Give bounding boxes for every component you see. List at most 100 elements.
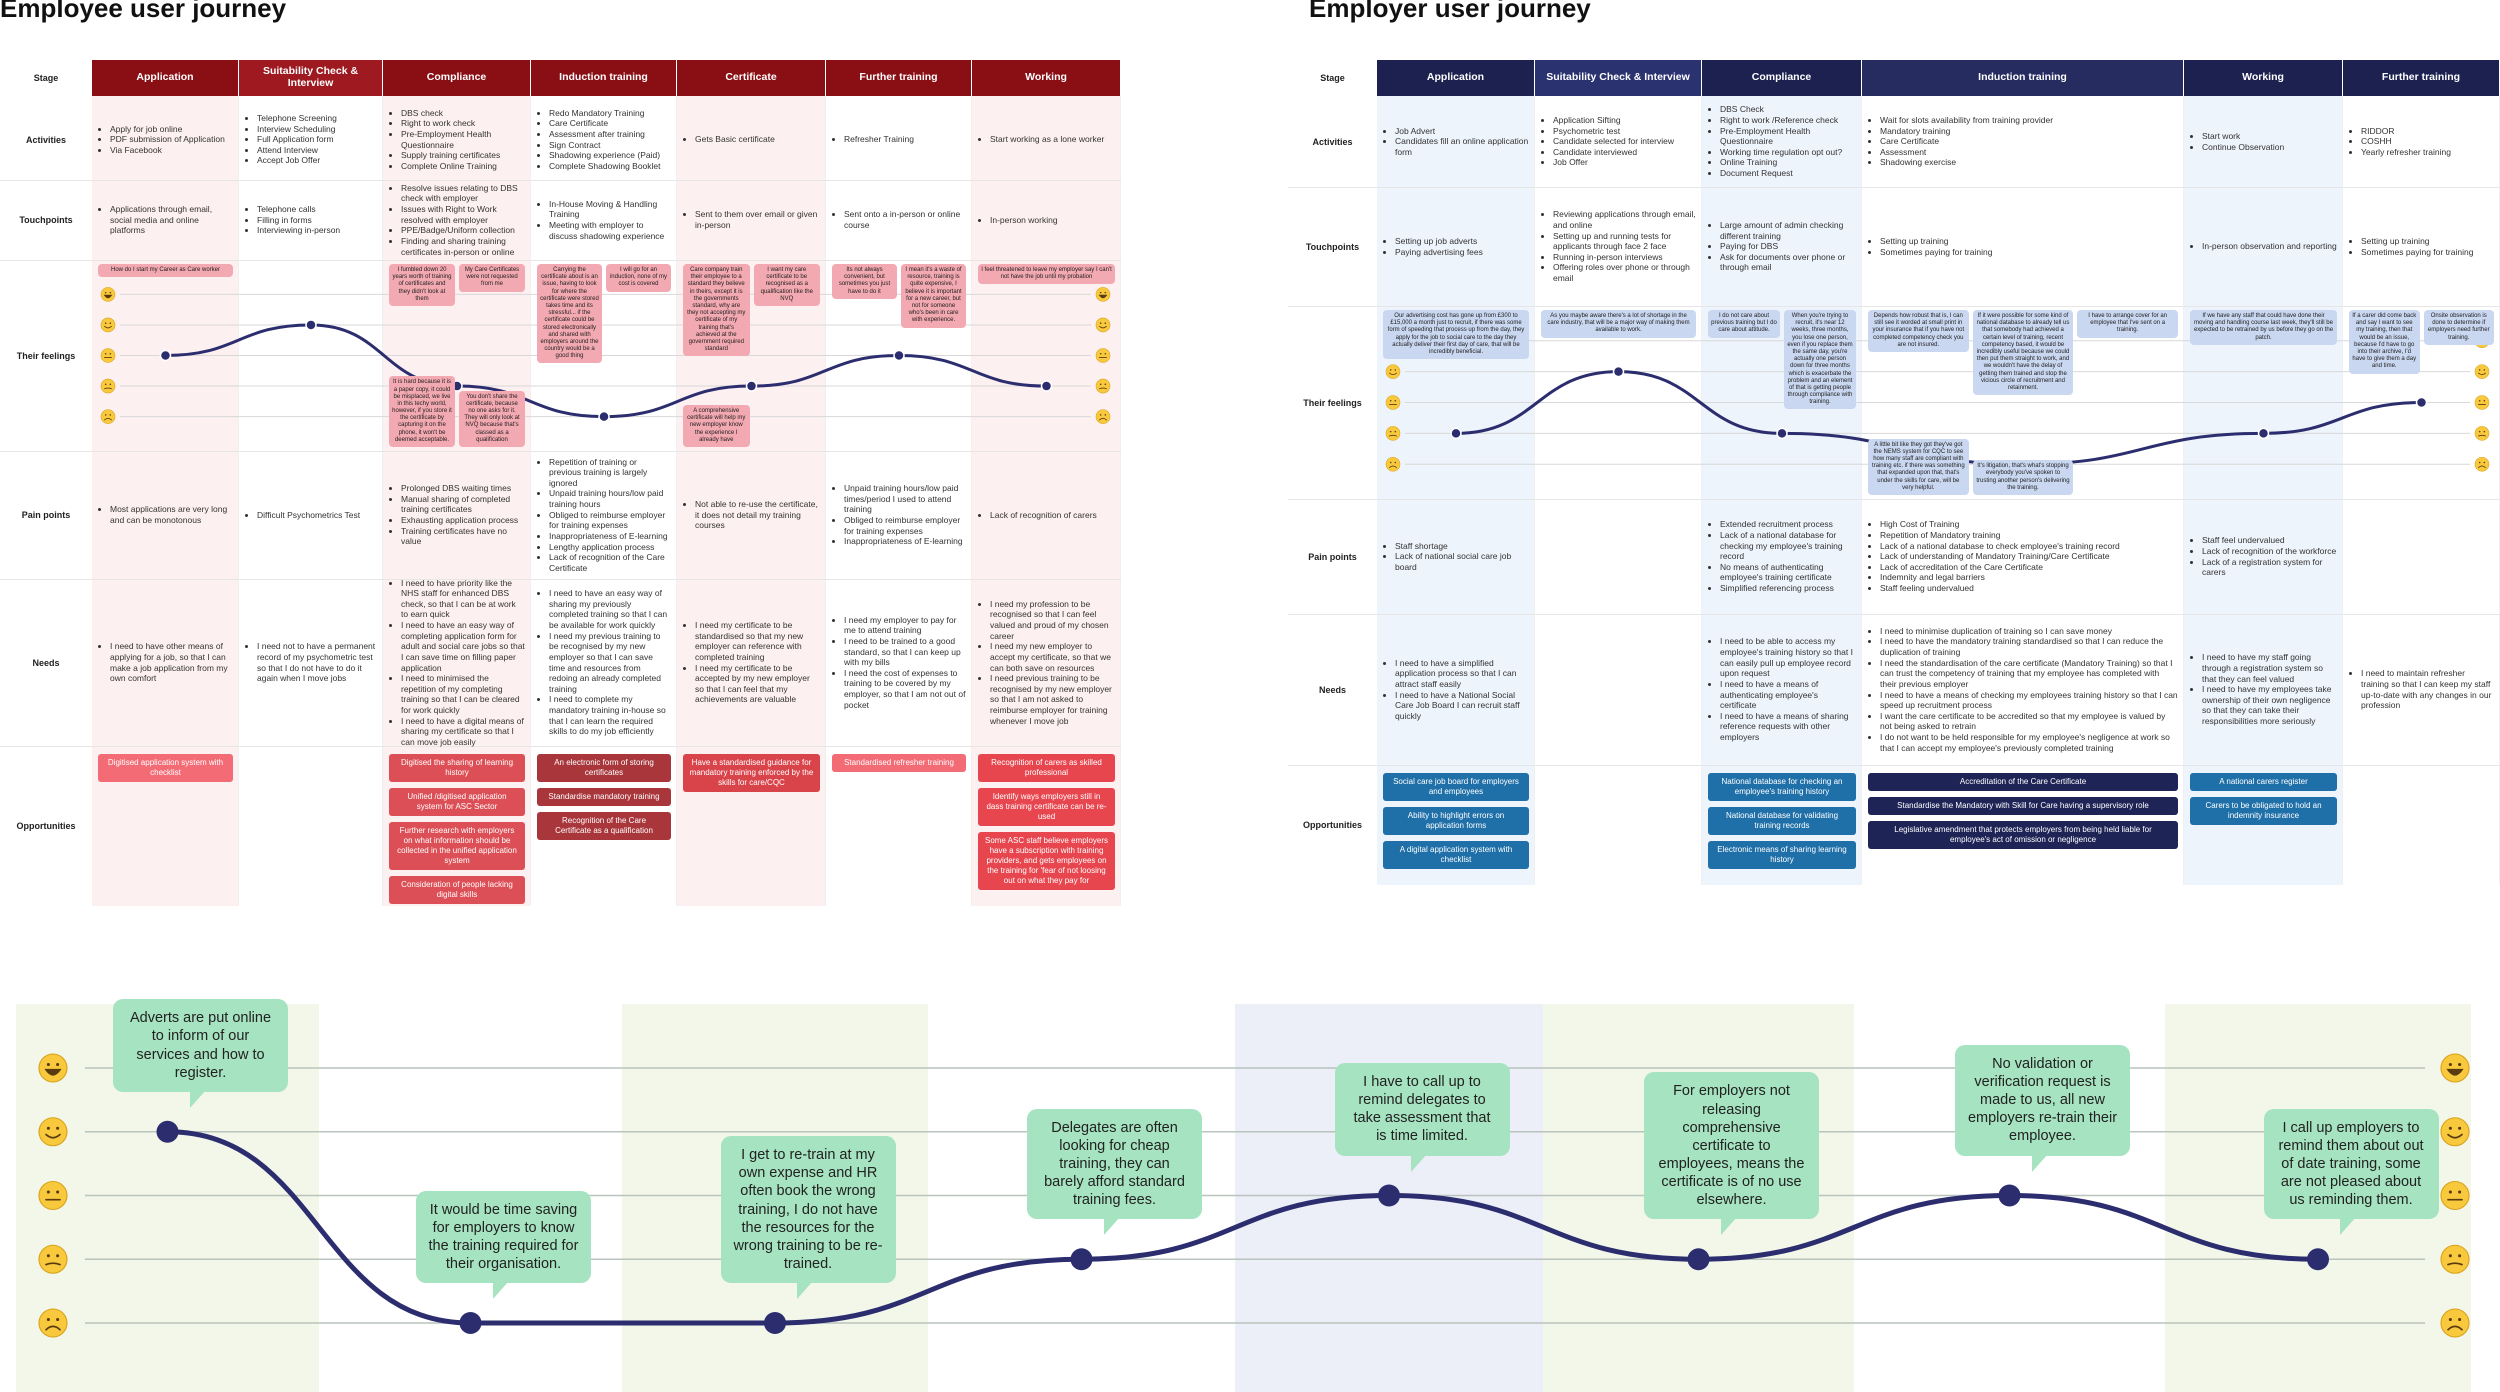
bullet-item: Sign Contract bbox=[549, 140, 671, 151]
bullet-list: In-person working bbox=[978, 215, 1115, 226]
feeling-quote: Its not always convenient, but sometimes… bbox=[832, 264, 897, 299]
cell-needs: I need my certificate to be standardised… bbox=[677, 579, 826, 746]
cell-activities: Apply for job onlinePDF submission of Ap… bbox=[92, 99, 239, 180]
opportunities-cell: A national carers register Carers to be o… bbox=[2184, 765, 2343, 885]
bullet-item: I need previous training to be recognise… bbox=[990, 673, 1115, 726]
cell-activities: RIDDORCOSHHYearly refresher training bbox=[2343, 96, 2500, 187]
bullet-item: Lack of national social care job board bbox=[1395, 551, 1529, 572]
bubble-tail bbox=[2031, 1153, 2048, 1172]
stage-column bbox=[239, 96, 383, 906]
opportunity-box: Carers to be obligated to hold an indemn… bbox=[2190, 797, 2337, 825]
row-divider bbox=[1288, 187, 2500, 188]
bullet-item: I need to have priority like the NHS sta… bbox=[401, 578, 525, 621]
cell-pain-points: Repetition of training or previous train… bbox=[531, 451, 677, 579]
cell-touchpoints: Setting up trainingSometimes paying for … bbox=[1862, 187, 2184, 306]
cell-needs: I need to maintain refresher training so… bbox=[2343, 614, 2500, 765]
stage-header: Further training bbox=[2343, 60, 2500, 96]
bullet-item: Setting up training bbox=[1880, 236, 2178, 247]
cell-activities: Gets Basic certificate bbox=[677, 99, 826, 180]
opportunity-box: Recognition of carers as skilled profess… bbox=[978, 754, 1115, 782]
feeling-quote: I feel threatened to leave my employer s… bbox=[978, 264, 1115, 285]
cell-touchpoints: Resolve issues relating to DBS check wit… bbox=[383, 180, 531, 260]
bullet-item: I need to have a digital means of sharin… bbox=[401, 716, 525, 748]
summary-bubble: No validation or verification request is… bbox=[1955, 1044, 2130, 1156]
feeling-quote: If it were possible for some kind of nat… bbox=[1972, 310, 2074, 396]
bullet-item: Applications through email, social media… bbox=[110, 204, 233, 236]
bullet-list: Sent onto a in-person or online course bbox=[832, 209, 966, 230]
journey-title: Employer user journey bbox=[1309, 0, 1591, 23]
row-label: Touchpoints bbox=[1305, 241, 1360, 252]
bullet-item: Gets Basic certificate bbox=[695, 134, 820, 145]
row-divider bbox=[0, 579, 1121, 580]
cell-activities: Application SiftingPsychometric testCand… bbox=[1535, 96, 1702, 187]
opportunities-cell: Digitised application system with checkl… bbox=[92, 746, 239, 906]
bullet-item: Refresher Training bbox=[844, 134, 966, 145]
bullet-item: I need my employer to pay for me to atte… bbox=[844, 615, 966, 636]
bullet-list: Staff feel undervaluedLack of recognitio… bbox=[2190, 535, 2337, 578]
stage-column bbox=[2343, 96, 2500, 885]
bullet-list: Unpaid training hours/low paid times/per… bbox=[832, 483, 966, 547]
bullet-item: Resolve issues relating to DBS check wit… bbox=[401, 183, 525, 204]
bullet-list: Repetition of training or previous train… bbox=[537, 457, 671, 574]
bullet-item: Staff feel undervalued bbox=[2202, 535, 2337, 546]
bullet-item: Job Offer bbox=[1553, 157, 1696, 168]
bullet-list: I need to have an easy way of sharing my… bbox=[537, 588, 671, 737]
stage-header: Working bbox=[2184, 60, 2343, 96]
bullet-item: Complete Online Training bbox=[401, 161, 525, 172]
bullet-list: I need my employer to pay for me to atte… bbox=[832, 615, 966, 711]
bullet-list: Lack of recognition of carers bbox=[978, 510, 1115, 521]
feeling-quote: I fumbled down 20 years worth of trainin… bbox=[389, 264, 455, 306]
row-divider bbox=[1288, 499, 2500, 500]
feeling-quote: When you're trying to recruit, it's near… bbox=[1784, 310, 1856, 410]
cell-pain-points: Extended recruitment processLack of a na… bbox=[1702, 499, 1862, 614]
bullet-item: Sometimes paying for training bbox=[1880, 247, 2178, 258]
bullet-item: Setting up job adverts bbox=[1395, 236, 1529, 247]
bullet-item: Psychometric test bbox=[1553, 126, 1696, 137]
cell-pain-points: Staff shortageLack of national social ca… bbox=[1377, 499, 1535, 614]
bullet-item: Telephone Screening bbox=[257, 113, 377, 124]
row-divider bbox=[0, 260, 1121, 261]
bullet-list: Wait for slots availability from trainin… bbox=[1868, 115, 2178, 168]
bullet-item: I need the standardisation of the care c… bbox=[1880, 658, 2178, 690]
bullet-list: Telephone ScreeningInterview SchedulingF… bbox=[245, 113, 377, 166]
bullet-item: Care Certificate bbox=[1880, 136, 2178, 147]
stage-header: Application bbox=[92, 60, 239, 96]
bullet-item: Issues with Right to Work resolved with … bbox=[401, 204, 525, 225]
bullet-list: I need to maintain refresher training so… bbox=[2349, 668, 2494, 711]
opportunity-box: Recognition of the Care Certificate as a… bbox=[537, 812, 671, 840]
bullet-item: Candidate selected for interview bbox=[1553, 136, 1696, 147]
bullet-item: I need not to have a permanent record of… bbox=[257, 641, 377, 684]
opportunity-box: Digitised application system with checkl… bbox=[98, 754, 233, 782]
row-label: Their feelings bbox=[16, 350, 76, 361]
feeling-quote: My Care Certificates were not requested … bbox=[459, 264, 525, 292]
bullet-list: In-House Moving & Handling TrainingMeeti… bbox=[537, 199, 671, 242]
bullet-list: Setting up trainingSometimes paying for … bbox=[1868, 236, 2178, 257]
bullet-item: COSHH bbox=[2361, 136, 2494, 147]
bullet-item: Paying for DBS bbox=[1720, 241, 1856, 252]
cell-touchpoints: Telephone callsFilling in formsInterview… bbox=[239, 180, 383, 260]
bullet-list: Resolve issues relating to DBS check wit… bbox=[389, 183, 525, 257]
bullet-item: I need my previous training to be recogn… bbox=[549, 631, 671, 695]
opportunity-box: Standardised refresher training bbox=[832, 754, 966, 772]
opportunities-cell: Recognition of carers as skilled profess… bbox=[972, 746, 1121, 906]
bullet-item: I need to have an easy way of completing… bbox=[401, 620, 525, 673]
cell-pain-points: Most applications are very long and can … bbox=[92, 451, 239, 579]
bullet-item: I need my certificate to be standardised… bbox=[695, 620, 820, 663]
bullet-item: Complete Shadowing Booklet bbox=[549, 161, 671, 172]
feeling-quote: I want my care certificate to be recogni… bbox=[753, 264, 820, 306]
bullet-list: Telephone callsFilling in formsInterview… bbox=[245, 204, 377, 236]
bullet-item: Meeting with employer to discuss shadowi… bbox=[549, 220, 671, 241]
cell-needs: I need my profession to be recognised so… bbox=[972, 579, 1121, 746]
bullet-list: I need to have my staff going through a … bbox=[2190, 652, 2337, 726]
bullet-list: Difficult Psychometrics Test bbox=[245, 510, 377, 521]
bullet-list: I need to be able to access my employee'… bbox=[1708, 636, 1856, 742]
bullet-item: Apply for job online bbox=[110, 124, 233, 135]
row-label: Activities bbox=[25, 134, 67, 145]
bullet-item: High Cost of Training bbox=[1880, 519, 2178, 530]
bullet-item: Care Certificate bbox=[549, 118, 671, 129]
bullet-item: I need to have a National Social Care Jo… bbox=[1395, 690, 1529, 722]
bullet-item: DBS check bbox=[401, 108, 525, 119]
bullet-item: Inappropriateness of E-learning bbox=[549, 531, 671, 542]
bullet-item: Mandatory training bbox=[1880, 126, 2178, 137]
bullet-item: Repetition of Mandatory training bbox=[1880, 530, 2178, 541]
